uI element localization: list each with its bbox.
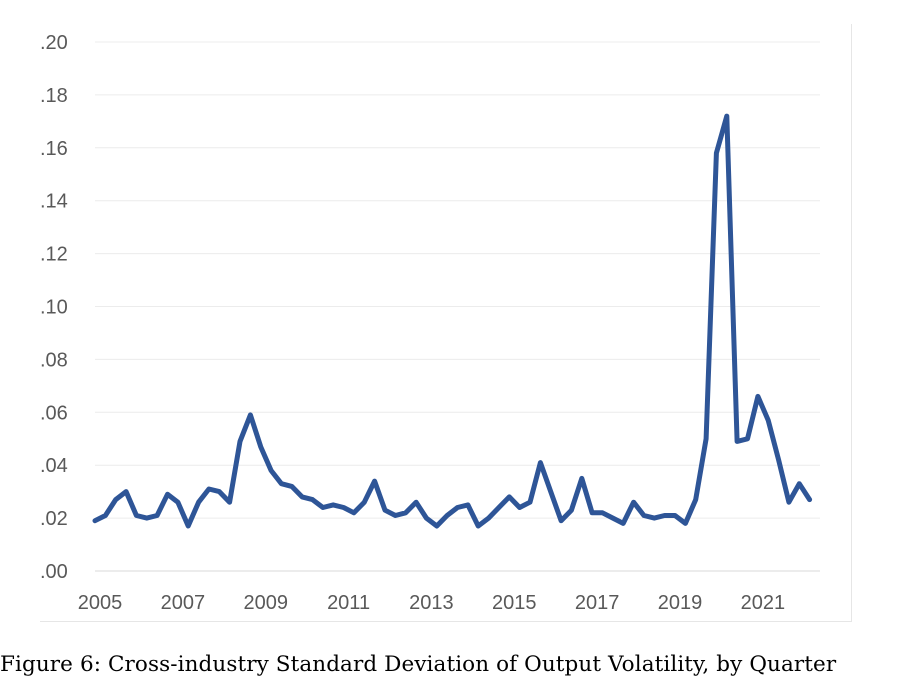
series-layer xyxy=(92,113,813,529)
line-chart: .00.02.04.06.08.10.12.14.16.18.20 2005 20… xyxy=(40,32,820,614)
y-axis-tick-labels: .00 .02 .04 .06 .08 .10 .12 .14 .16 .18 .20 xyxy=(40,32,68,583)
y-tick-label: .06 xyxy=(40,402,68,424)
series-line xyxy=(92,113,813,529)
x-tick-label: 2013 xyxy=(409,592,454,614)
chart-frame: .00.02.04.06.08.10.12.14.16.18.20 2005 20… xyxy=(40,24,852,622)
y-tick-label: .00 xyxy=(40,561,68,583)
y-tick-label: .10 xyxy=(40,297,68,319)
y-tick-label: .16 xyxy=(40,138,68,160)
x-tick-label: 2021 xyxy=(741,592,786,614)
y-tick-label: .12 xyxy=(40,244,68,266)
y-tick-label: .02 xyxy=(40,508,68,530)
x-tick-label: 2019 xyxy=(658,592,703,614)
x-tick-label: 2017 xyxy=(575,592,620,614)
y-tick-label: .18 xyxy=(40,85,68,107)
gridlines xyxy=(95,41,820,519)
figure-caption: Figure 6: Cross-industry Standard Deviat… xyxy=(0,652,837,677)
y-tick-label: .14 xyxy=(40,191,68,213)
x-axis-tick-labels: 2005 2007 2009 2011 2013 2015 2017 2019 2021 xyxy=(78,592,785,614)
x-tick-label: 2009 xyxy=(243,592,288,614)
x-tick-label: 2007 xyxy=(161,592,206,614)
y-tick-label: .08 xyxy=(40,349,68,371)
x-tick-label: 2011 xyxy=(327,592,370,614)
x-tick-label: 2005 xyxy=(78,592,123,614)
y-tick-label: .04 xyxy=(40,455,68,477)
x-tick-label: 2015 xyxy=(492,592,537,614)
y-tick-label: .20 xyxy=(40,32,68,54)
